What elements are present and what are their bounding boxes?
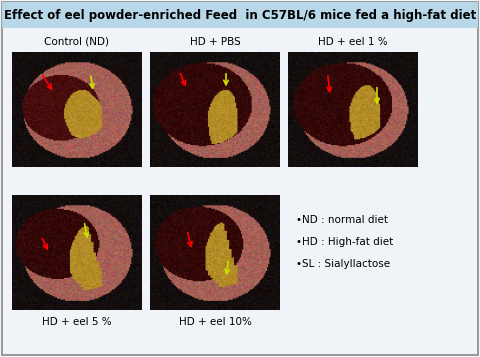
Bar <box>2 2 478 28</box>
Text: •HD : High-fat diet: •HD : High-fat diet <box>296 237 393 247</box>
Text: Effect of eel powder-enriched Feed  in C57BL/6 mice fed a high-fat diet: Effect of eel powder-enriched Feed in C5… <box>4 9 476 21</box>
Text: HD + eel 10%: HD + eel 10% <box>179 317 252 327</box>
Text: HD + eel 1 %: HD + eel 1 % <box>318 37 388 47</box>
Text: HD + eel 5 %: HD + eel 5 % <box>42 317 112 327</box>
Text: •SL : Sialyllactose: •SL : Sialyllactose <box>296 259 390 269</box>
Text: HD + PBS: HD + PBS <box>190 37 240 47</box>
Text: •ND : normal diet: •ND : normal diet <box>296 215 388 225</box>
Text: Control (ND): Control (ND) <box>45 37 109 47</box>
